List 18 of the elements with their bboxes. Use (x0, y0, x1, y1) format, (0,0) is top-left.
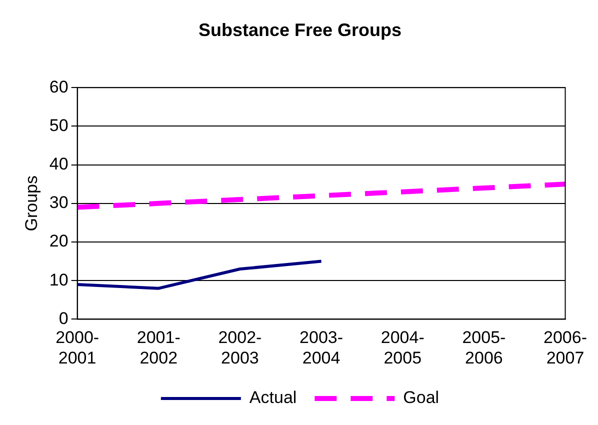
y-tick-label: 40 (49, 154, 68, 174)
x-tick-label: 2001-2002 (136, 328, 180, 368)
x-tick-label: 2006-2007 (544, 328, 587, 368)
x-tick-label: 2002-2003 (218, 328, 262, 368)
x-tick-label: 2004-2005 (380, 328, 424, 368)
chart-title: Substance Free Groups (198, 20, 402, 40)
y-tick-label: 10 (49, 270, 68, 290)
legend-label: Goal (403, 388, 440, 408)
y-tick-label: 60 (49, 77, 68, 96)
legend-label: Actual (249, 388, 297, 408)
x-tick-label: 2003-2004 (300, 328, 344, 368)
y-tick-label: 0 (58, 308, 68, 328)
x-tick-label: 2000-2001 (56, 328, 100, 368)
y-axis-title: Groups (22, 176, 41, 232)
y-tick-label: 20 (49, 232, 68, 251)
y-tick-label: 30 (49, 193, 68, 212)
x-tick-label: 2005-2006 (462, 328, 506, 368)
y-tick-label: 50 (49, 116, 68, 135)
